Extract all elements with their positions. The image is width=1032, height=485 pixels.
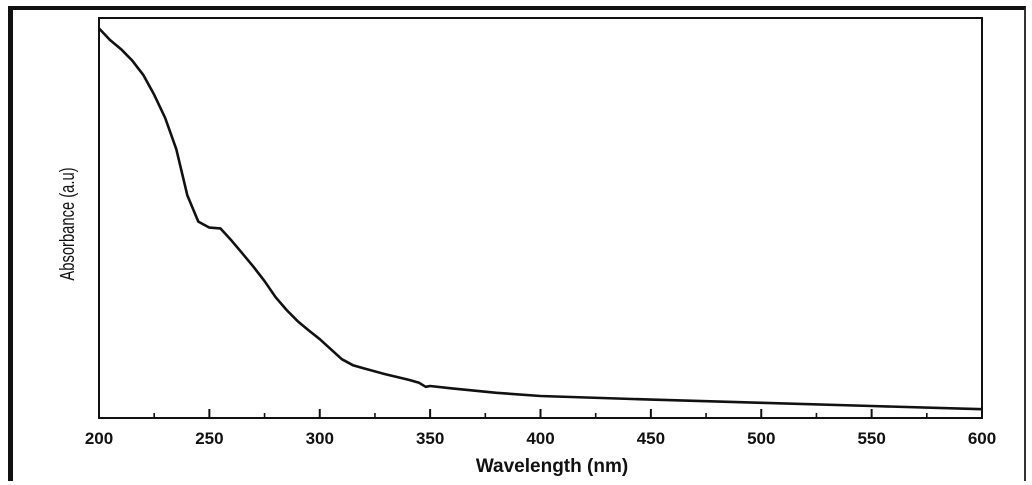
x-axis-ticks xyxy=(98,409,983,418)
chart-frame xyxy=(8,6,1026,481)
x-tick-label: 600 xyxy=(968,429,996,448)
x-tick-label: 500 xyxy=(747,429,775,448)
absorbance-series-line xyxy=(98,27,983,411)
x-tick-label: 300 xyxy=(306,429,334,448)
plot-border xyxy=(98,17,983,419)
plot-area xyxy=(98,17,983,419)
x-tick-label: 400 xyxy=(526,429,554,448)
x-tick-label: 350 xyxy=(416,429,444,448)
x-tick-label: 450 xyxy=(637,429,665,448)
x-tick-label: 250 xyxy=(195,429,223,448)
y-axis-title: Absorbance (a.u) xyxy=(56,167,79,280)
x-tick-label: 200 xyxy=(85,429,113,448)
x-axis-tick-labels: 200 250 300 350 400 450 500 550 600 xyxy=(85,429,996,448)
x-tick-label: 550 xyxy=(857,429,885,448)
x-axis-title: Wavelength (nm) xyxy=(476,456,628,477)
